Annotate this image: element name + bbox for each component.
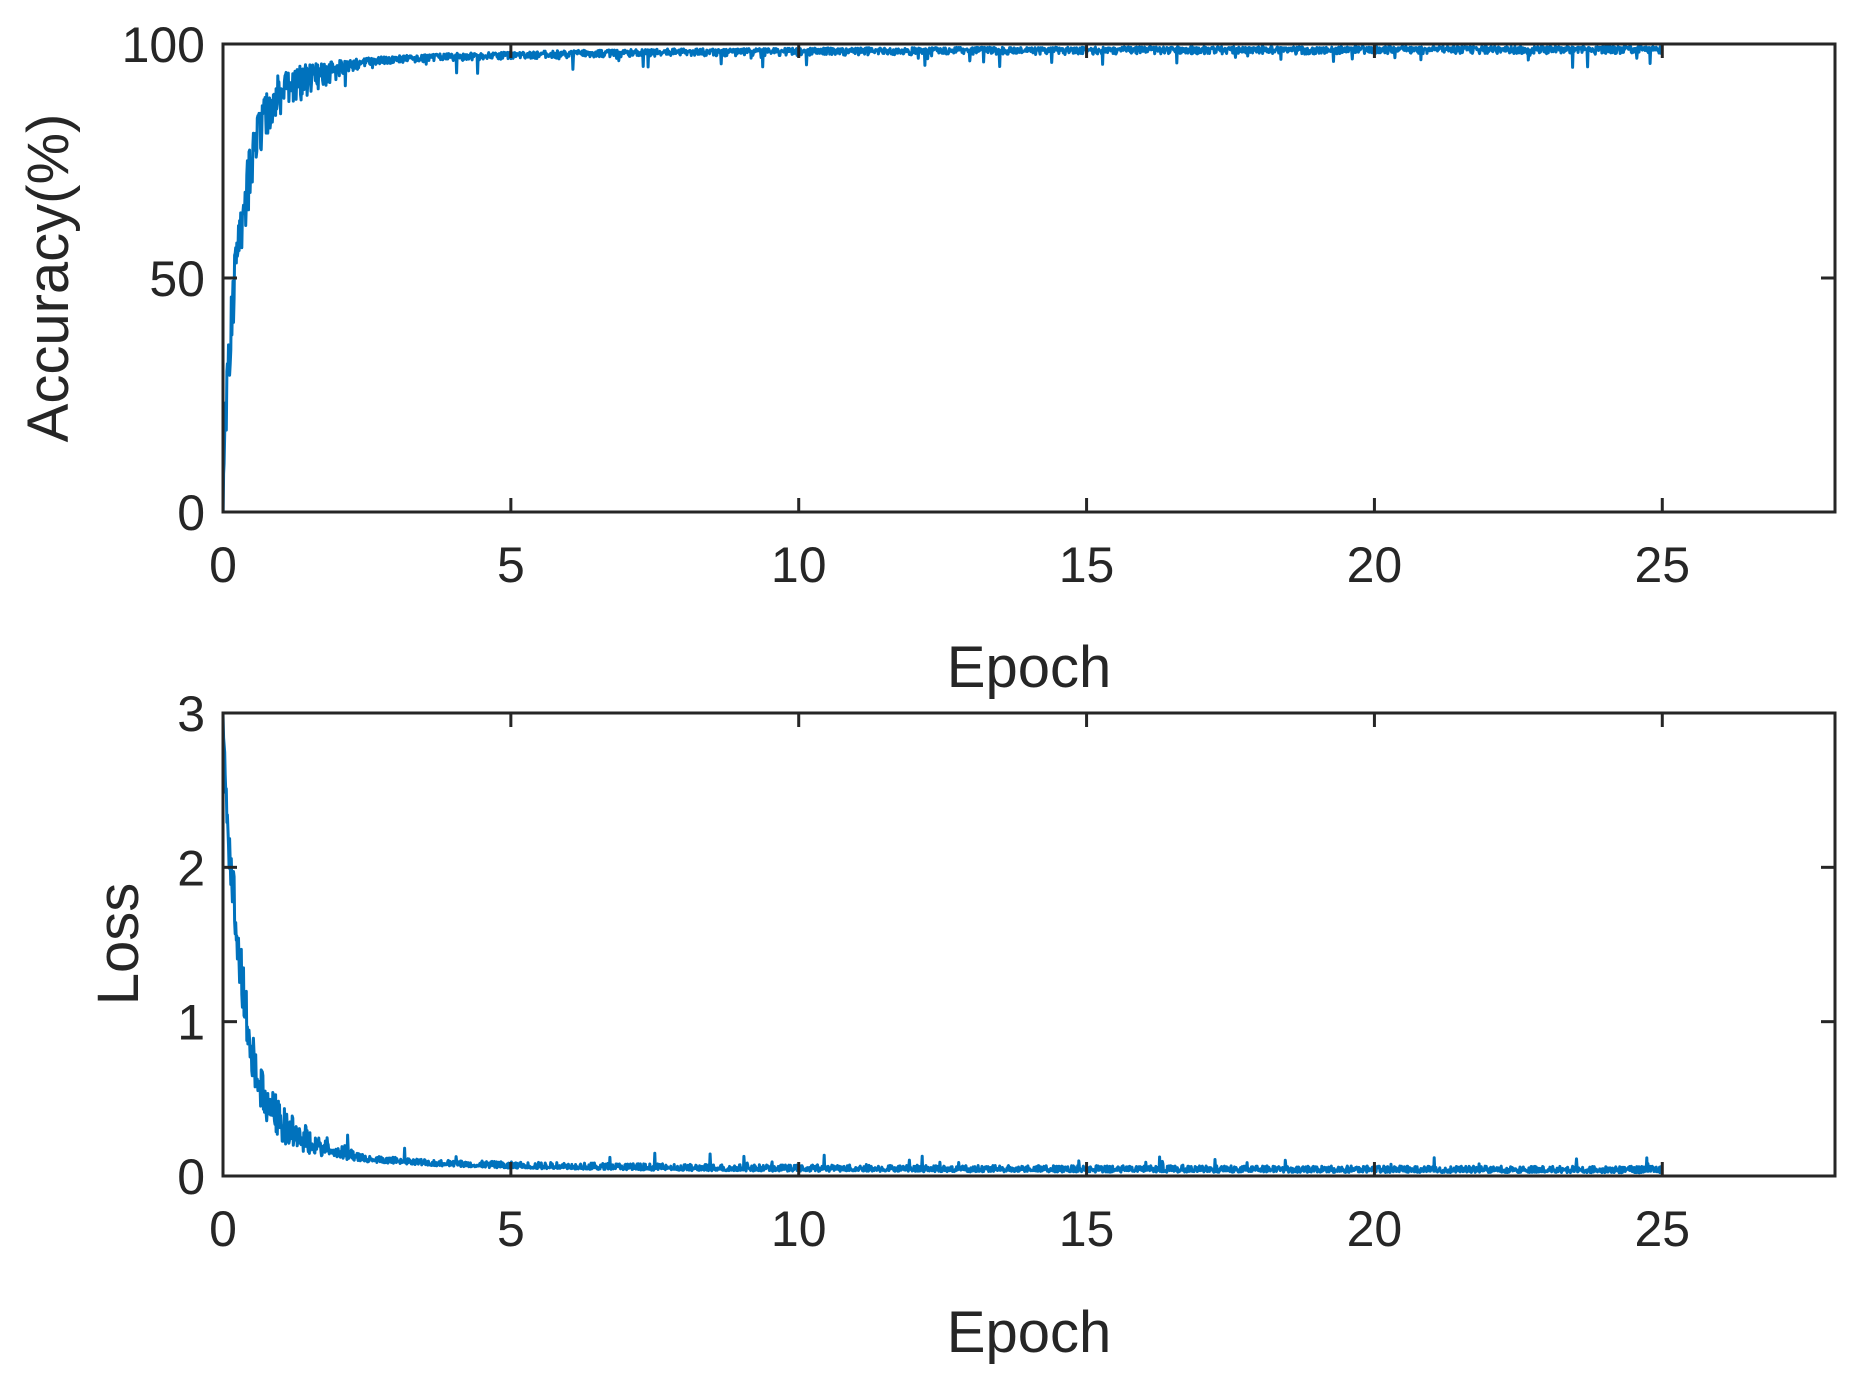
accuracy-line-layer [223, 44, 1664, 512]
x-tick-label-3: 15 [1059, 1201, 1115, 1257]
y-tick-label-3: 3 [177, 686, 205, 742]
loss-x-axis-label: Epoch [947, 1300, 1111, 1365]
loss-line-layer [223, 713, 1664, 1175]
loss-plot: 0 5 10 15 20 25 0 1 2 3 Epoch Loss [86, 686, 1837, 1365]
x-tick-label-5: 25 [1634, 1201, 1690, 1257]
accuracy-x-axis-label: Epoch [947, 635, 1111, 700]
x-tick-label-0: 0 [209, 537, 237, 593]
loss-axes-box [221, 711, 1837, 1178]
y-tick-label-0: 0 [177, 485, 205, 541]
loss-y-axis-label: Loss [86, 883, 151, 1006]
loss-ticks: 0 5 10 15 20 25 0 1 2 3 [177, 686, 1835, 1257]
series-line-0 [223, 713, 1664, 1175]
y-tick-label-0: 0 [177, 1149, 205, 1205]
x-tick-label-4: 20 [1347, 537, 1403, 593]
series-line-0 [223, 44, 1664, 512]
y-tick-label-1: 50 [149, 251, 205, 307]
accuracy-y-axis-label: Accuracy(%) [16, 114, 81, 443]
x-tick-label-0: 0 [209, 1201, 237, 1257]
x-tick-label-1: 5 [497, 537, 525, 593]
y-tick-label-1: 1 [177, 995, 205, 1051]
x-tick-label-4: 20 [1347, 1201, 1403, 1257]
x-tick-label-5: 25 [1634, 537, 1690, 593]
x-tick-label-3: 15 [1059, 537, 1115, 593]
y-tick-label-2: 2 [177, 840, 205, 896]
accuracy-plot: 0 5 10 15 20 25 0 50 100 Epoch Accuracy(%) [16, 17, 1837, 700]
y-tick-label-2: 100 [122, 17, 205, 73]
x-tick-label-1: 5 [497, 1201, 525, 1257]
accuracy-ticks: 0 5 10 15 20 25 0 50 100 [122, 17, 1835, 593]
x-tick-label-2: 10 [771, 537, 827, 593]
accuracy-axes-box [221, 42, 1837, 514]
x-tick-label-2: 10 [771, 1201, 827, 1257]
